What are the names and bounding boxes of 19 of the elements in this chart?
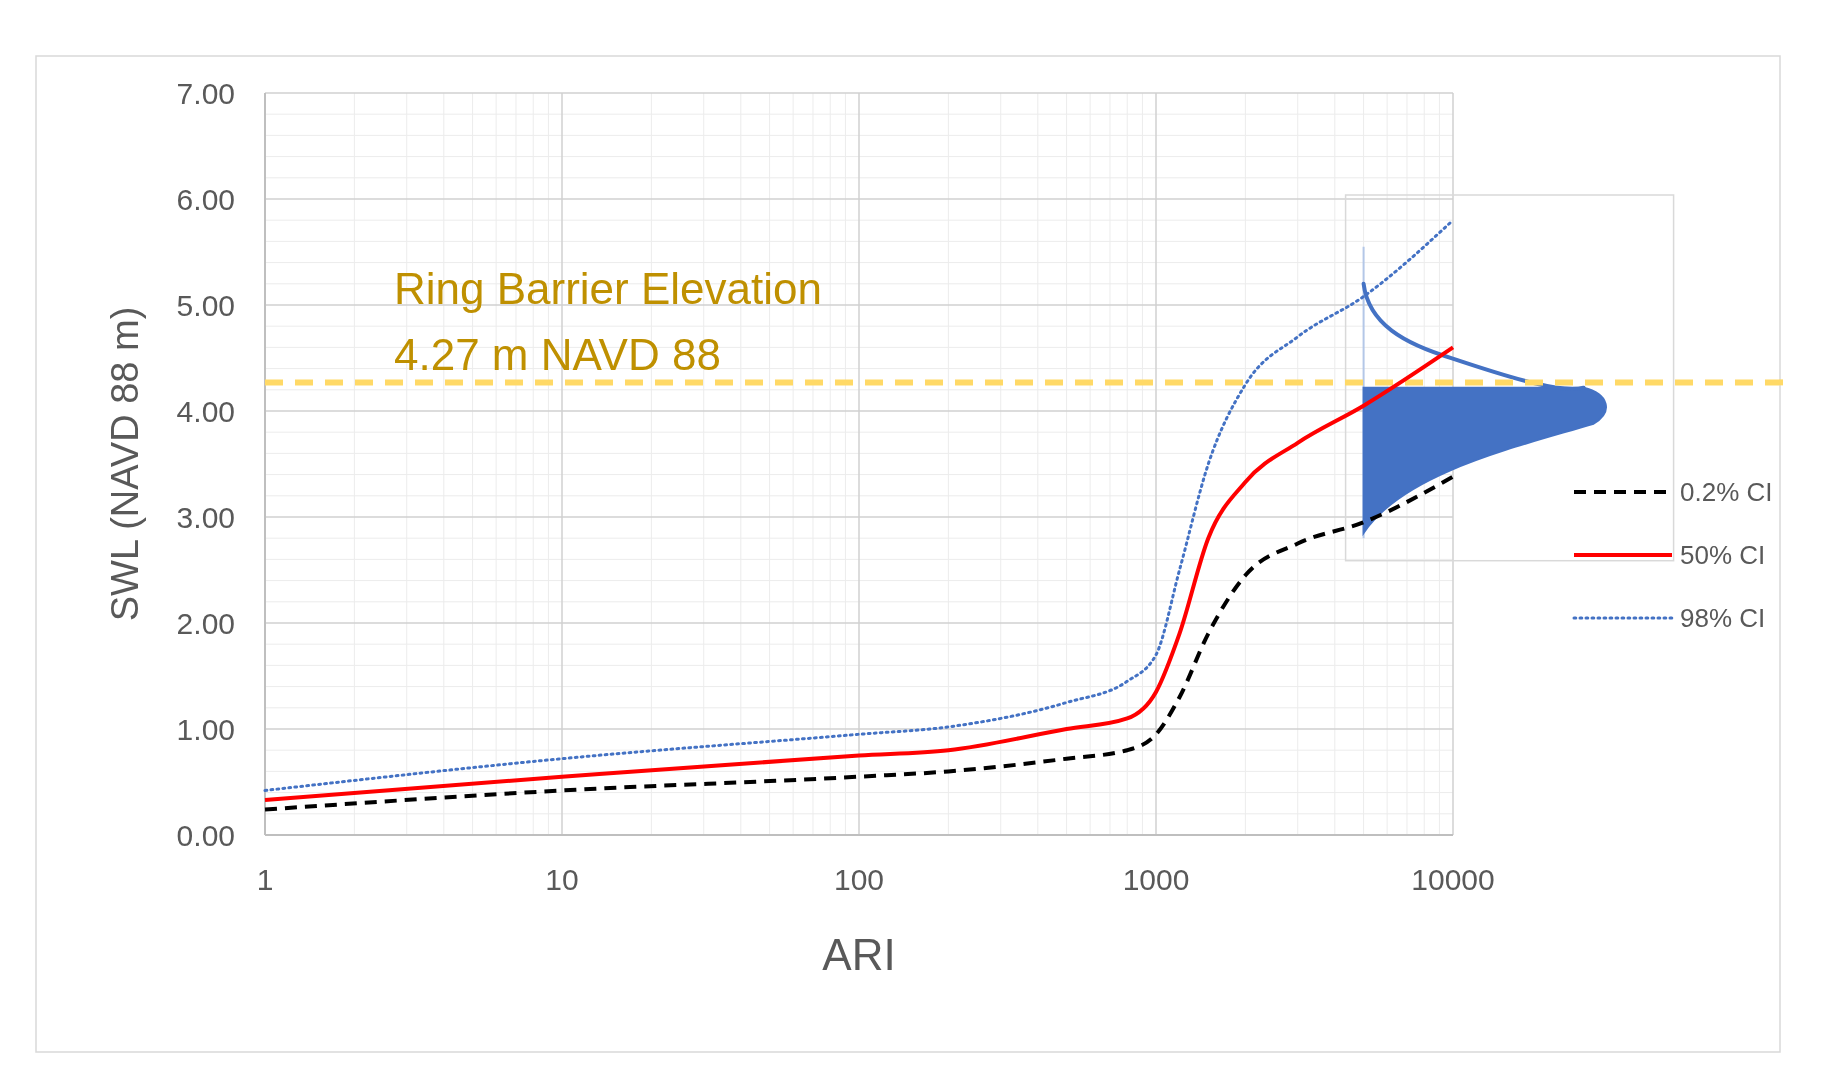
y-tick-label: 5.00 — [176, 288, 235, 322]
legend-label: 0.2% CI — [1680, 477, 1773, 508]
y-tick-label: 4.00 — [176, 394, 235, 428]
ref-line-label: Ring Barrier Elevation 4.27 m NAVD 88 — [394, 264, 822, 380]
y-tick-label: 0.00 — [176, 818, 235, 852]
y-tick-label: 1.00 — [176, 712, 235, 746]
y-tick-label: 7.00 — [176, 76, 235, 110]
y-tick-label: 6.00 — [176, 182, 235, 216]
x-tick-label: 1 — [256, 863, 274, 896]
y-axis-title: SWL (NAVD 88 m) — [104, 306, 146, 622]
legend-label: 50% CI — [1680, 540, 1766, 571]
y-tick-label: 2.00 — [176, 606, 235, 640]
y-tick-label: 3.00 — [176, 500, 235, 534]
x-tick-label: 10000 — [1411, 863, 1495, 896]
x-tick-label: 100 — [833, 863, 885, 896]
x-tick-label: 1000 — [1122, 863, 1190, 896]
x-tick-label: 10 — [545, 863, 579, 896]
legend-label: 98% CI — [1680, 603, 1766, 634]
x-axis-title: ARI — [822, 930, 896, 979]
